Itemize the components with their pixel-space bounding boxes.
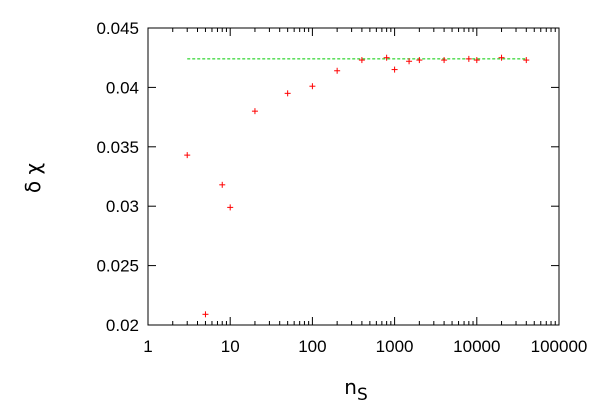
x-axis-label-subscript: S <box>357 385 368 405</box>
y-tick-labels: 0.02 0.025 0.03 0.035 0.04 0.045 <box>96 19 139 335</box>
data-point <box>416 57 423 64</box>
data-point <box>498 54 505 61</box>
data-point <box>202 311 209 318</box>
data-point <box>465 55 472 62</box>
y-tick-label: 0.03 <box>106 197 139 216</box>
x-tick-label: 1000 <box>376 337 414 356</box>
x-tick-labels: 1 10 100 1000 10000 100000 <box>143 337 587 356</box>
axis-ticks <box>147 27 560 326</box>
x-axis-label-main: n <box>344 375 357 399</box>
data-point <box>284 90 291 97</box>
x-tick-label: 10000 <box>453 337 500 356</box>
y-tick-label: 0.045 <box>96 19 139 38</box>
y-tick-label: 0.035 <box>96 138 139 157</box>
y-tick-label: 0.02 <box>106 316 139 335</box>
data-point <box>441 57 448 64</box>
plot-frame <box>147 27 560 326</box>
data-point <box>184 152 191 159</box>
x-tick-label: 100000 <box>531 337 588 356</box>
y-axis-label: δ χ <box>21 163 45 193</box>
data-point <box>473 57 480 64</box>
data-points <box>184 54 530 318</box>
data-point <box>309 83 316 90</box>
data-point <box>406 58 413 65</box>
data-point <box>523 57 530 64</box>
data-point <box>358 57 365 64</box>
y-tick-label: 0.04 <box>106 78 139 97</box>
data-point <box>227 204 234 211</box>
x-tick-label: 10 <box>221 337 240 356</box>
x-tick-label: 1 <box>143 337 152 356</box>
x-tick-label: 100 <box>298 337 326 356</box>
data-point <box>391 66 398 73</box>
x-axis-label: nS <box>344 375 367 405</box>
data-point <box>251 108 258 115</box>
data-point <box>334 67 341 74</box>
data-point <box>219 181 226 188</box>
data-point <box>383 54 390 61</box>
y-tick-label: 0.025 <box>96 257 139 276</box>
